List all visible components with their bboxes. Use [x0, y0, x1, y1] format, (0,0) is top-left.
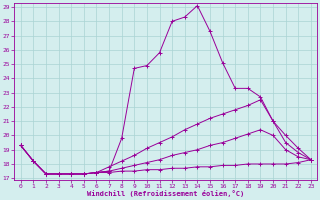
X-axis label: Windchill (Refroidissement éolien,°C): Windchill (Refroidissement éolien,°C)	[87, 190, 244, 197]
